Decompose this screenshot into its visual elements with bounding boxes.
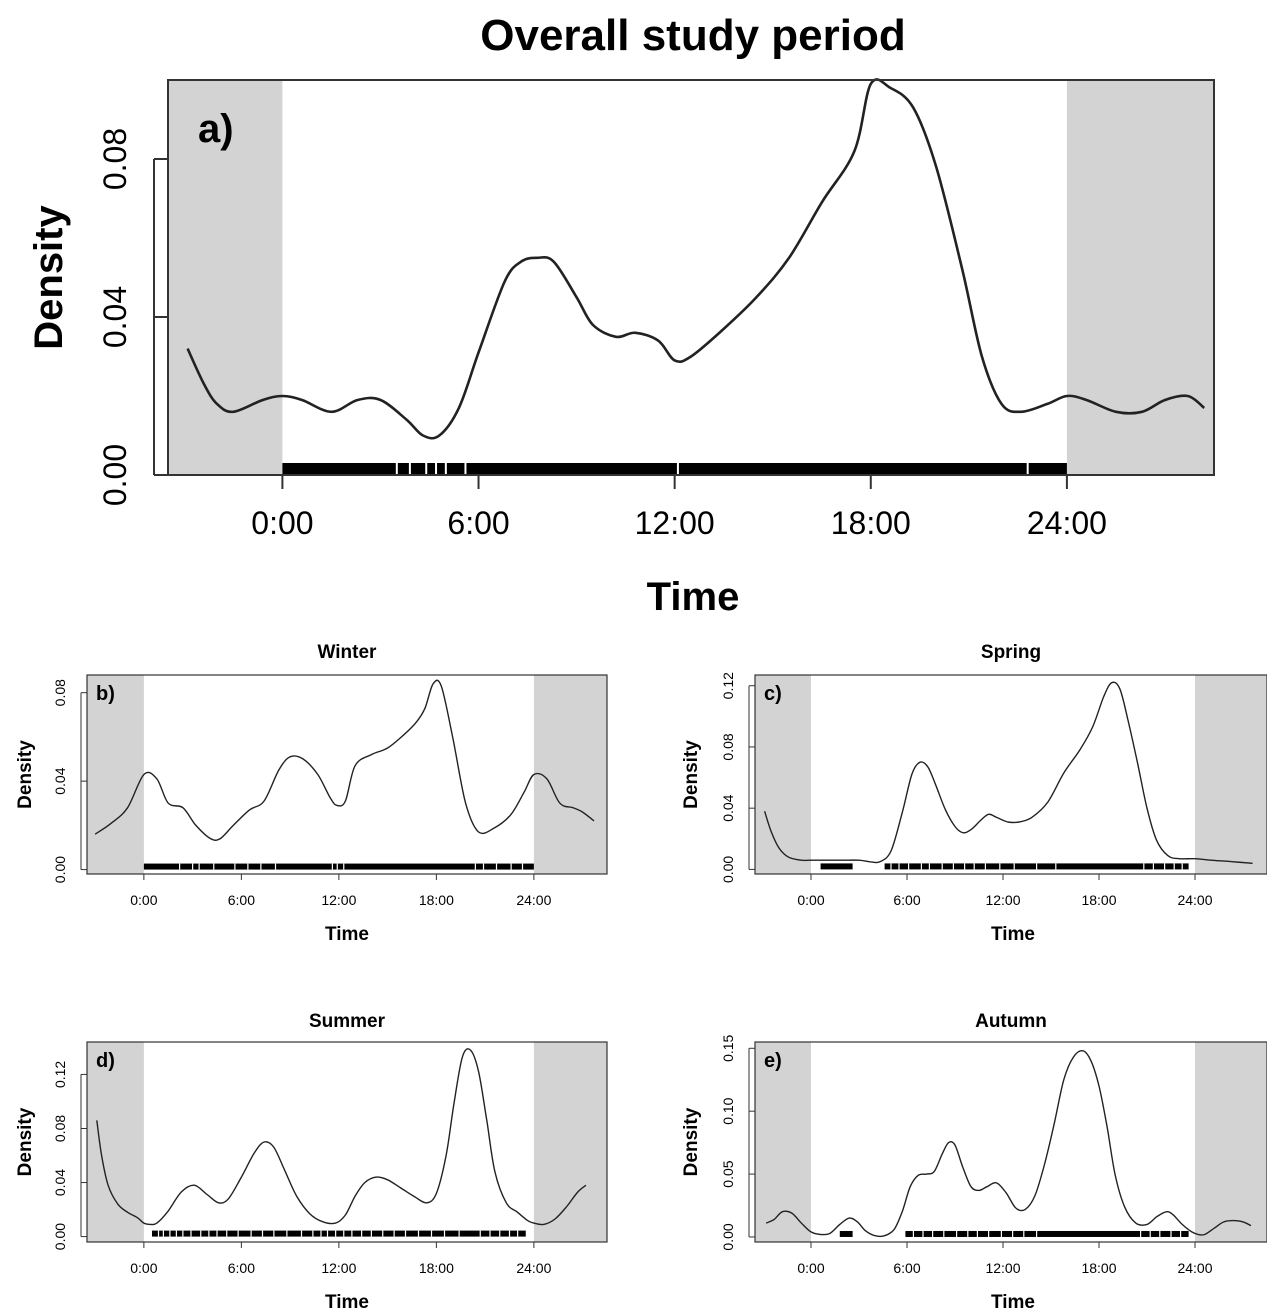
chart-title: Summer <box>309 1011 386 1032</box>
y-tick-label: 0.12 <box>720 672 736 699</box>
night-shading <box>533 675 607 874</box>
y-tick-label: 0.08 <box>52 679 68 706</box>
y-axis-label: Density <box>15 1107 36 1176</box>
y-tick-label: 0.00 <box>52 856 68 883</box>
plot-frame <box>86 674 608 875</box>
x-tick-label: 6:00 <box>228 1260 255 1276</box>
y-tick-label: 0.08 <box>97 128 133 190</box>
panel-label: e) <box>764 1050 782 1072</box>
y-tick-label: 0.15 <box>720 1034 736 1061</box>
rug-detections <box>143 863 534 870</box>
panel-b-winter: 0:00 6:00 12:00 18:00 24:00 0.00 0.04 0.08 b) Win… <box>15 642 608 945</box>
y-tick-label: 0.04 <box>97 286 133 348</box>
y-tick-label: 0.12 <box>52 1061 68 1088</box>
x-tick-label: 0:00 <box>797 892 824 908</box>
x-tick-label: 6:00 <box>447 505 509 541</box>
rug-detections <box>905 1230 1189 1237</box>
x-tick-label: 12:00 <box>321 892 356 908</box>
density-curve <box>94 679 595 841</box>
night-shading <box>755 675 811 874</box>
y-tick-label: 0.04 <box>52 1169 68 1196</box>
rug-detections <box>282 463 1067 475</box>
y-axis-label: Density <box>15 740 36 809</box>
rug-detections <box>839 1230 853 1237</box>
density-curve <box>96 1048 587 1226</box>
y-tick-label: 0.05 <box>720 1160 736 1187</box>
density-curve <box>763 681 1253 864</box>
y-axis-label: Density <box>681 740 702 809</box>
y-tick-label: 0.04 <box>52 767 68 794</box>
x-tick-label: 12:00 <box>985 892 1020 908</box>
plot-frame <box>86 1041 608 1243</box>
x-tick-label: 6:00 <box>228 892 255 908</box>
plot-frame <box>754 674 1267 875</box>
panel-d-summer: 0:00 6:00 12:00 18:00 24:00 0.00 0.04 0.08 0.12 d… <box>15 1011 608 1311</box>
panel-label: a) <box>198 107 234 151</box>
x-tick-label: 24:00 <box>1177 892 1212 908</box>
y-tick-label: 0.04 <box>720 794 736 821</box>
night-shading <box>87 1042 144 1242</box>
x-tick-label: 12:00 <box>985 1260 1020 1276</box>
night-shading <box>87 675 144 874</box>
x-tick-label: 18:00 <box>419 892 454 908</box>
x-axis-label: Time <box>991 1292 1035 1311</box>
y-tick-label: 0.00 <box>97 444 133 506</box>
y-tick-label: 0.10 <box>720 1097 736 1124</box>
panel-c-spring: 0:00 6:00 12:00 18:00 24:00 0.00 0.04 0.08 0.12 c… <box>681 642 1267 945</box>
x-tick-label: 12:00 <box>635 505 715 541</box>
x-tick-label: 18:00 <box>419 1260 454 1276</box>
x-tick-label: 24:00 <box>516 892 551 908</box>
x-tick-label: 18:00 <box>831 505 911 541</box>
panel-label: c) <box>764 683 782 705</box>
night-shading <box>755 1042 811 1242</box>
panel-label: b) <box>96 683 115 705</box>
panel-label: d) <box>96 1050 115 1072</box>
x-tick-label: 24:00 <box>516 1260 551 1276</box>
y-axis-label: Density <box>681 1107 702 1176</box>
x-tick-label: 24:00 <box>1177 1260 1212 1276</box>
x-tick-label: 12:00 <box>321 1260 356 1276</box>
x-axis-label: Time <box>325 1292 369 1311</box>
night-shading <box>533 1042 607 1242</box>
y-tick-label: 0.08 <box>720 733 736 760</box>
night-shading <box>1195 675 1267 874</box>
night-shading <box>1195 1042 1267 1242</box>
rug-detections <box>152 1230 526 1237</box>
chart-title: Spring <box>981 642 1041 663</box>
y-tick-label: 0.08 <box>52 1115 68 1142</box>
density-curve <box>186 78 1206 440</box>
x-tick-label: 18:00 <box>1081 892 1116 908</box>
y-tick-label: 0.00 <box>720 856 736 883</box>
x-tick-label: 18:00 <box>1081 1260 1116 1276</box>
x-tick-label: 0:00 <box>797 1260 824 1276</box>
panel-a-overall: 0:00 6:00 12:00 18:00 24:00 0.00 0.04 0.08 a) Ove… <box>27 11 1215 619</box>
rug-detections <box>820 863 853 870</box>
plot-frame <box>167 79 1215 476</box>
x-tick-label: 0:00 <box>251 505 313 541</box>
x-tick-label: 6:00 <box>893 1260 920 1276</box>
night-shading <box>1066 80 1214 475</box>
y-tick-label: 0.00 <box>720 1223 736 1250</box>
chart-title: Winter <box>318 642 378 663</box>
x-tick-label: 0:00 <box>130 892 157 908</box>
plot-frame <box>754 1041 1267 1243</box>
x-axis-label: Time <box>991 924 1035 945</box>
y-axis-label: Density <box>27 205 71 350</box>
x-tick-label: 6:00 <box>893 892 920 908</box>
x-axis-label: Time <box>647 575 740 619</box>
x-tick-label: 0:00 <box>130 1260 157 1276</box>
y-tick-label: 0.00 <box>52 1223 68 1250</box>
density-curve <box>765 1050 1252 1238</box>
chart-title: Overall study period <box>480 11 905 60</box>
chart-title: Autumn <box>975 1011 1047 1032</box>
x-tick-label: 24:00 <box>1027 505 1107 541</box>
panel-e-autumn: 0:00 6:00 12:00 18:00 24:00 0.00 0.05 0.10 0.15 e… <box>681 1011 1267 1311</box>
x-axis-label: Time <box>325 924 369 945</box>
